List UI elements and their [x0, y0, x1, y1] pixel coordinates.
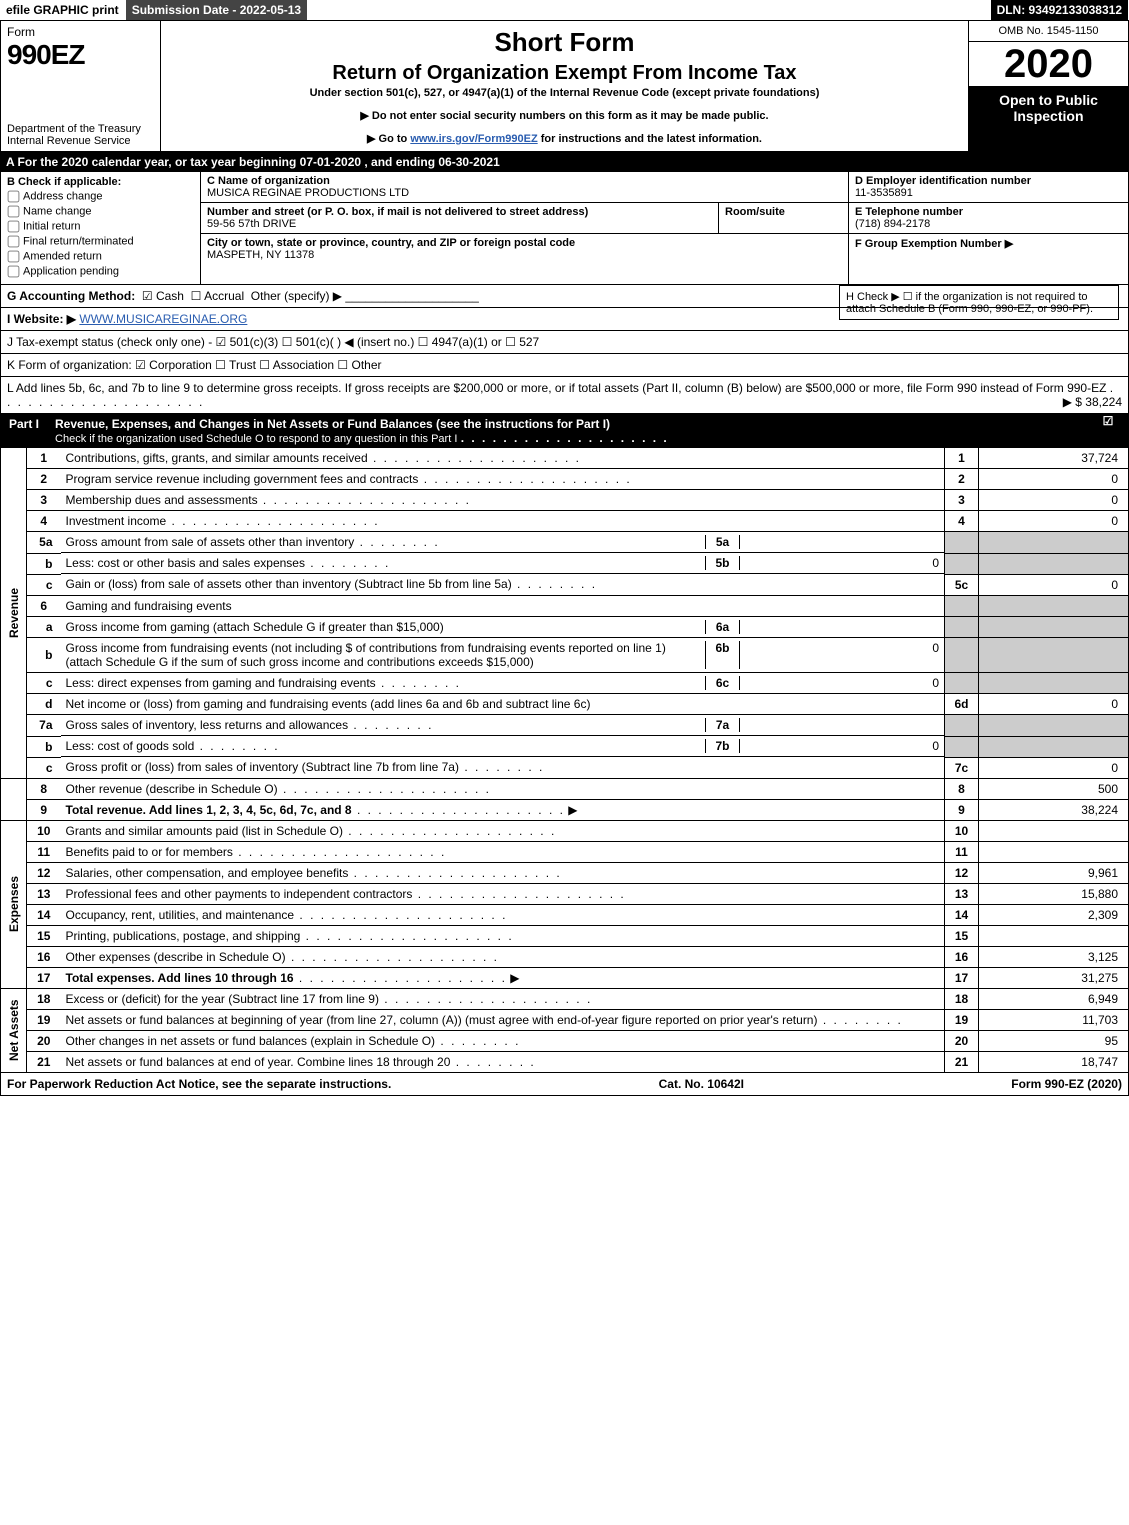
paperwork-notice: For Paperwork Reduction Act Notice, see …	[7, 1077, 391, 1091]
amt-3: 0	[979, 490, 1129, 511]
part1-label: Part I	[1, 414, 47, 448]
org-block: C Name of organization MUSICA REGINAE PR…	[201, 172, 848, 284]
cb-final-return[interactable]: Final return/terminated	[7, 235, 194, 248]
amt-19: 11,703	[979, 1009, 1129, 1030]
amt-4: 0	[979, 511, 1129, 532]
l-amount: ▶ $ 38,224	[1063, 395, 1122, 409]
f-label: F Group Exemption Number ▶	[855, 238, 1013, 250]
irs-link[interactable]: www.irs.gov/Form990EZ	[410, 133, 537, 145]
section-b-row: B Check if applicable: Address change Na…	[0, 172, 1129, 285]
cb-initial-return[interactable]: Initial return	[7, 220, 194, 233]
amt-9: 38,224	[979, 799, 1129, 820]
title-short-form: Short Form	[171, 27, 958, 58]
cb-address-change[interactable]: Address change	[7, 190, 194, 203]
h-schedule-b: H Check ▶ ☐ if the organization is not r…	[839, 285, 1119, 320]
header-right: OMB No. 1545-1150 2020 Open to Public In…	[968, 21, 1128, 151]
vert-revenue: Revenue	[1, 448, 27, 778]
l-gross-receipts: L Add lines 5b, 6c, and 7b to line 9 to …	[0, 377, 1129, 414]
header-center: Short Form Return of Organization Exempt…	[161, 21, 968, 151]
vert-expenses: Expenses	[1, 820, 27, 988]
omb-number: OMB No. 1545-1150	[969, 21, 1128, 42]
amt-17: 31,275	[979, 967, 1129, 988]
amt-2: 0	[979, 469, 1129, 490]
amt-5c: 0	[979, 574, 1129, 595]
form-label: Form	[7, 25, 154, 39]
department: Department of the Treasury Internal Reve…	[7, 123, 154, 147]
website-link[interactable]: WWW.MUSICAREGINAE.ORG	[79, 312, 247, 326]
cb-amended-return[interactable]: Amended return	[7, 250, 194, 263]
amt-14: 2,309	[979, 904, 1129, 925]
amt-11	[979, 841, 1129, 862]
tax-year: 2020	[969, 42, 1128, 86]
amt-8: 500	[979, 778, 1129, 799]
submission-date: Submission Date - 2022-05-13	[126, 0, 308, 20]
amt-18: 6,949	[979, 988, 1129, 1009]
amt-1: 37,724	[979, 448, 1129, 469]
org-name: MUSICA REGINAE PRODUCTIONS LTD	[207, 187, 842, 199]
line-a: A For the 2020 calendar year, or tax yea…	[0, 152, 1129, 172]
form-code: 990EZ	[7, 39, 154, 71]
part1-title: Revenue, Expenses, and Changes in Net As…	[47, 414, 1088, 448]
check-if-applicable: B Check if applicable: Address change Na…	[1, 172, 201, 284]
j-tax-exempt: J Tax-exempt status (check only one) - ☑…	[0, 331, 1129, 354]
right-info: D Employer identification number 11-3535…	[848, 172, 1128, 284]
amt-10	[979, 820, 1129, 841]
title-return: Return of Organization Exempt From Incom…	[171, 62, 958, 85]
efile-print[interactable]: efile GRAPHIC print	[0, 0, 126, 20]
part1-header: Part I Revenue, Expenses, and Changes in…	[0, 414, 1129, 448]
amt-12: 9,961	[979, 862, 1129, 883]
phone-value: (718) 894-2178	[855, 218, 930, 230]
cat-no: Cat. No. 10642I	[659, 1077, 744, 1091]
amt-15	[979, 925, 1129, 946]
part1-table: Revenue 1 Contributions, gifts, grants, …	[0, 448, 1129, 1073]
e-label: E Telephone number	[855, 206, 963, 218]
city-label: City or town, state or province, country…	[207, 237, 842, 249]
amt-13: 15,880	[979, 883, 1129, 904]
note-link: ▶ Go to www.irs.gov/Form990EZ for instru…	[171, 132, 958, 145]
subtitle: Under section 501(c), 527, or 4947(a)(1)…	[171, 87, 958, 99]
city-value: MASPETH, NY 11378	[207, 249, 842, 261]
page-footer: For Paperwork Reduction Act Notice, see …	[0, 1073, 1129, 1096]
amt-7b: 0	[739, 739, 939, 753]
amt-6c: 0	[739, 676, 939, 690]
amt-21: 18,747	[979, 1051, 1129, 1072]
amt-7c: 0	[979, 757, 1129, 778]
street-value: 59-56 57th DRIVE	[207, 218, 712, 230]
room-label: Room/suite	[725, 206, 842, 218]
amt-6d: 0	[979, 694, 1129, 715]
top-bar: efile GRAPHIC print Submission Date - 20…	[0, 0, 1129, 20]
d-label: D Employer identification number	[855, 175, 1031, 187]
cb-application-pending[interactable]: Application pending	[7, 265, 194, 278]
dln: DLN: 93492133038312	[991, 0, 1129, 20]
c-label: C Name of organization	[207, 175, 842, 187]
ein-value: 11-3535891	[855, 187, 913, 199]
amt-5b: 0	[739, 556, 939, 570]
form-header: Form 990EZ Department of the Treasury In…	[0, 20, 1129, 152]
street-label: Number and street (or P. O. box, if mail…	[207, 206, 712, 218]
amt-20: 95	[979, 1030, 1129, 1051]
note-ssn: ▶ Do not enter social security numbers o…	[171, 109, 958, 122]
cb-name-change[interactable]: Name change	[7, 205, 194, 218]
amt-6b: 0	[739, 641, 939, 669]
form-ref: Form 990-EZ (2020)	[1011, 1077, 1122, 1091]
k-form-org: K Form of organization: ☑ Corporation ☐ …	[0, 354, 1129, 377]
vert-netassets: Net Assets	[1, 988, 27, 1072]
part1-checkbox[interactable]: ☑	[1088, 414, 1128, 448]
amt-16: 3,125	[979, 946, 1129, 967]
header-left: Form 990EZ Department of the Treasury In…	[1, 21, 161, 151]
open-inspection: Open to Public Inspection	[969, 86, 1128, 151]
